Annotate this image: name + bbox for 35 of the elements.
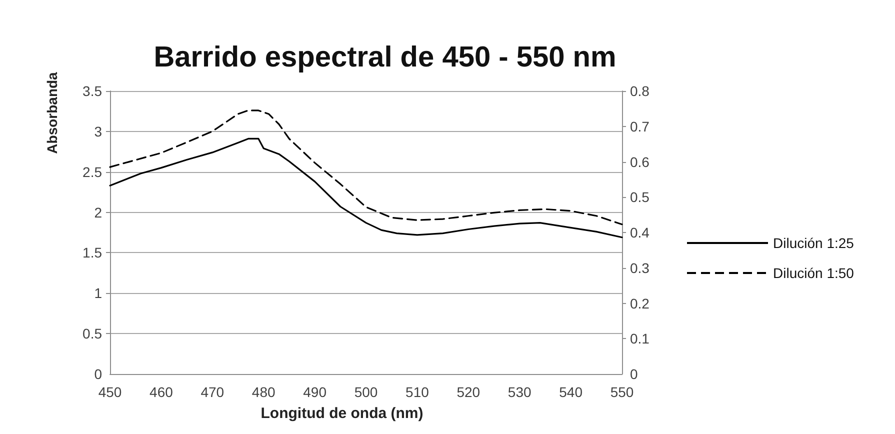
chart-title: Barrido espectral de 450 - 550 nm bbox=[154, 42, 616, 74]
x-tick-label: 490 bbox=[303, 384, 327, 400]
y2-tick-label: 0 bbox=[630, 366, 638, 382]
y2-tick-label: 0.3 bbox=[630, 260, 650, 276]
y-tick-label: 0.5 bbox=[82, 326, 102, 342]
y-tick-label: 1 bbox=[94, 285, 102, 302]
x-tick-label: 480 bbox=[252, 384, 276, 400]
x-tick-label: 530 bbox=[508, 384, 532, 400]
y2-tick-label: 0.5 bbox=[630, 189, 650, 206]
x-tick-label: 470 bbox=[200, 384, 224, 400]
y-tick-label: 2.5 bbox=[82, 164, 102, 180]
y2-tick-label: 0.1 bbox=[630, 330, 650, 347]
x-tick-label: 450 bbox=[98, 384, 122, 400]
x-tick-label: 500 bbox=[354, 384, 378, 400]
x-tick-label: 460 bbox=[150, 384, 174, 400]
y-axis-title: Absorbanda bbox=[44, 72, 60, 154]
line-series bbox=[109, 138, 623, 238]
y-tick-label: 1.5 bbox=[82, 244, 102, 261]
y-tick-label: 2 bbox=[94, 204, 102, 220]
y2-tick-label: 0.7 bbox=[630, 118, 650, 134]
y2-tick-label: 0.6 bbox=[630, 154, 650, 170]
y2-tick-label: 0.2 bbox=[630, 295, 650, 312]
x-tick-label: 510 bbox=[406, 384, 430, 400]
line-series bbox=[109, 110, 623, 226]
x-tick-label: 520 bbox=[456, 384, 480, 400]
y2-tick-label: 0.8 bbox=[630, 83, 650, 99]
x-tick-label: 540 bbox=[559, 384, 583, 400]
x-tick-label: 550 bbox=[610, 384, 634, 400]
y-tick-label: 3 bbox=[94, 123, 102, 140]
y-tick-label: 3.5 bbox=[82, 83, 102, 99]
y-tick-label: 0 bbox=[94, 366, 102, 382]
legend-label: Dilución 1:25 bbox=[773, 235, 854, 251]
x-axis-title: Longitud de onda (nm) bbox=[260, 405, 424, 422]
y2-tick-label: 0.4 bbox=[630, 224, 650, 240]
legend-label: Dilución 1:50 bbox=[773, 265, 854, 281]
